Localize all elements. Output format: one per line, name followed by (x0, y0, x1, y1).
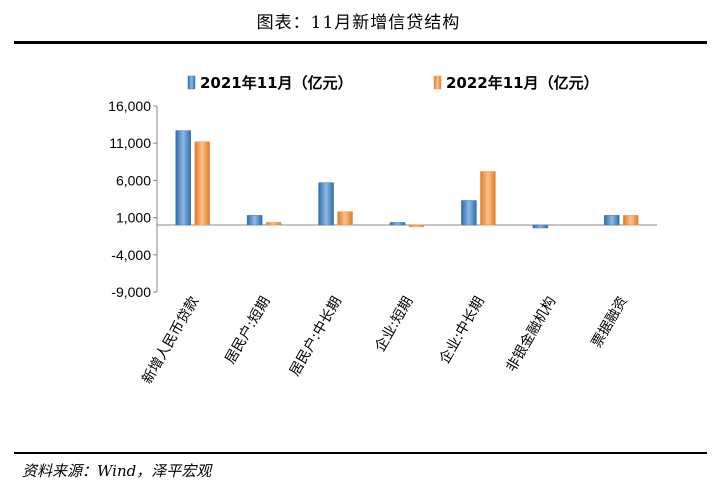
bar-2022 (265, 222, 282, 226)
x-category-label: 票据融资 (589, 294, 631, 350)
legend-label: 2022年11月（亿元） (446, 74, 599, 92)
bar-2021 (461, 200, 477, 226)
bar-2021 (318, 182, 334, 226)
bar-2021 (604, 215, 620, 226)
x-axis: 新增人民币贷款 居民户:短期 居民户:中长期 企业:短期 企业:中长期 非银金融机构 票据融… (139, 294, 630, 387)
bar-2022 (480, 171, 496, 226)
legend: 2021年11月（亿元） 2022年11月（亿元） (187, 74, 599, 92)
bar-2021 (389, 222, 406, 226)
bar-2022 (337, 211, 353, 226)
y-tick-label: 1,000 (116, 210, 151, 226)
top-rule (14, 41, 707, 44)
x-category-label: 非银金融机构 (503, 294, 559, 375)
legend-label: 2021年11月（亿元） (200, 74, 353, 92)
x-category-label: 新增人民币贷款 (139, 294, 202, 387)
x-category-label: 居民户:中长期 (286, 294, 345, 379)
y-tick-label: -9,000 (111, 284, 151, 300)
y-tick-label: 16,000 (108, 98, 151, 114)
bar-2022 (623, 215, 639, 226)
bar-2021 (532, 224, 549, 229)
y-axis: 16,000 11,000 6,000 1,000 -4,000 -9,000 (108, 98, 657, 300)
x-category-label: 居民户:短期 (222, 294, 274, 367)
bar-2021 (175, 130, 191, 226)
source-note: 资料来源：Wind，泽平宏观 (22, 462, 212, 480)
bars (175, 130, 639, 229)
x-category-label: 企业:中长期 (436, 294, 488, 367)
bar-2022 (408, 224, 425, 228)
chart-title: 图表：11月新增信贷结构 (256, 13, 461, 33)
legend-swatch (433, 75, 442, 90)
bar-2022 (194, 141, 210, 226)
bottom-rule (14, 452, 707, 454)
y-tick-label: -4,000 (111, 247, 151, 263)
x-category-label: 企业:短期 (371, 294, 416, 355)
y-tick-label: 11,000 (109, 135, 151, 151)
y-tick-label: 6,000 (116, 172, 151, 188)
bar-2021 (246, 215, 263, 226)
legend-swatch (187, 75, 196, 90)
